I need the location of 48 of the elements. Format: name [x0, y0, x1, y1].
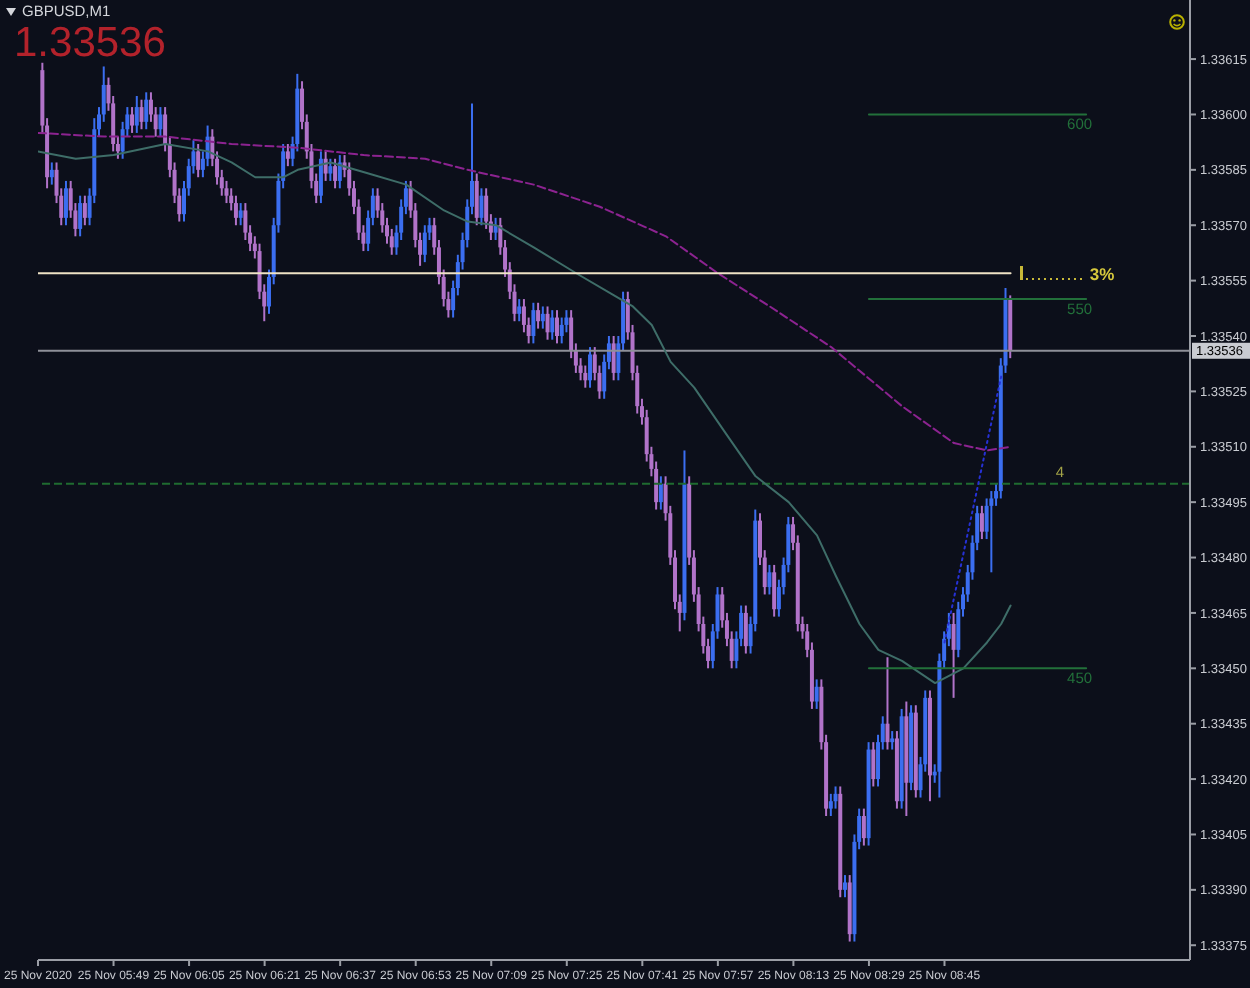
- candlestick: [536, 301, 541, 330]
- candlestick: [233, 194, 238, 227]
- candlestick: [611, 335, 616, 382]
- candlestick: [885, 656, 890, 751]
- candlestick: [49, 161, 54, 186]
- candlestick: [979, 504, 984, 541]
- candlestick: [238, 202, 243, 227]
- candlestick: [337, 154, 342, 190]
- candlestick: [130, 106, 135, 134]
- candlestick: [285, 143, 290, 168]
- candlestick: [828, 792, 833, 817]
- candlestick: [78, 194, 83, 238]
- candlestick: [861, 807, 866, 847]
- candlestick: [144, 91, 149, 131]
- candlestick: [871, 741, 876, 788]
- candlestick: [63, 179, 68, 227]
- text: 1.33536: [14, 20, 166, 66]
- candlestick: [951, 611, 956, 699]
- candlestick: [588, 346, 593, 389]
- candlestick: [545, 305, 550, 341]
- candlestick: [814, 678, 819, 710]
- candlestick: [82, 194, 87, 227]
- candlestick: [318, 150, 323, 205]
- candlestick: [328, 157, 333, 182]
- candlestick: [134, 95, 139, 134]
- candlestick: [767, 563, 772, 596]
- candlestick: [531, 301, 536, 345]
- candlestick: [474, 172, 479, 227]
- candlestick: [842, 874, 847, 899]
- candlestick: [583, 364, 588, 389]
- candlestick: [550, 309, 555, 341]
- candlestick: [139, 98, 144, 131]
- candlestick: [559, 316, 564, 345]
- candlestick: [540, 305, 545, 330]
- candlestick: [196, 143, 201, 179]
- candlestick: [743, 604, 748, 655]
- candlestick: [479, 187, 484, 227]
- candlestick: [989, 490, 994, 574]
- candlestick: [658, 475, 663, 511]
- candlestick: [890, 730, 895, 751]
- candlestick: [517, 298, 522, 323]
- candlestick: [772, 563, 777, 618]
- candlestick: [158, 106, 163, 138]
- candlestick: [333, 157, 338, 190]
- annotation: 3%: [1089, 264, 1116, 284]
- candlestick: [422, 224, 427, 264]
- candlestick: [554, 309, 559, 345]
- candlestick: [833, 785, 838, 810]
